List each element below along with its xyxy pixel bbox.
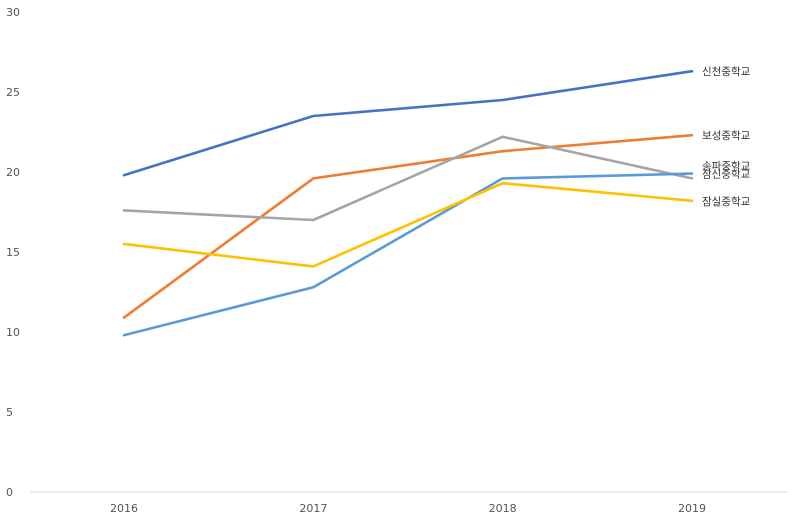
y-tick-label: 15: [6, 246, 20, 259]
x-tick-label: 2016: [110, 502, 138, 515]
y-tick-label: 20: [6, 166, 20, 179]
series-line: [124, 135, 692, 317]
axis-layer: 0 5 10 15 20 25 30 2016 2017 2018 2019: [6, 6, 788, 515]
series-label: 잠실중학교: [702, 196, 751, 208]
y-tick-label: 25: [6, 86, 20, 99]
y-tick-label: 10: [6, 326, 20, 339]
series-label: 보성중학교: [702, 130, 751, 142]
series-layer: [124, 71, 692, 335]
series-label: 신천중학교: [702, 66, 751, 78]
y-tick-label: 0: [6, 486, 13, 499]
y-tick-label: 30: [6, 6, 20, 19]
x-tick-label: 2019: [678, 502, 706, 515]
x-tick-label: 2018: [489, 502, 517, 515]
series-label: 잠신중학교: [702, 169, 751, 181]
x-tick-label: 2017: [299, 502, 327, 515]
y-tick-label: 5: [6, 406, 13, 419]
series-line: [124, 183, 692, 266]
